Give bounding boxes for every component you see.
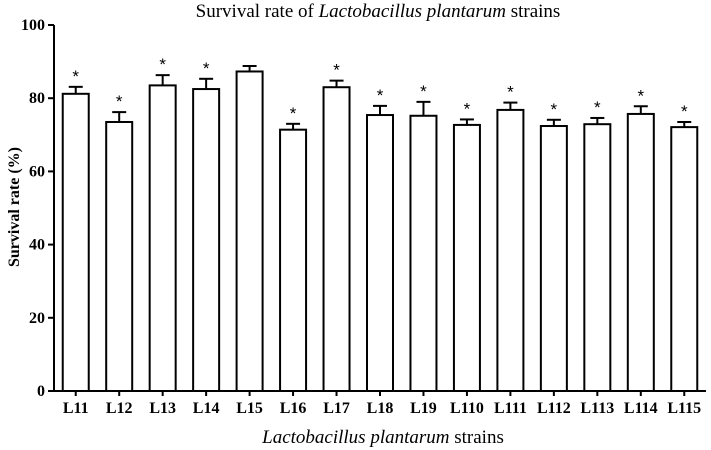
significance-star-L19: * [420,82,427,101]
y-tick-label: 40 [29,237,45,254]
x-tick-label-L15: L15 [236,400,263,417]
x-tick-label-L115: L115 [667,400,701,417]
bar-L113 [583,123,612,392]
significance-star-L113: * [594,98,601,117]
bar-L110 [452,123,481,392]
bar-L14 [192,88,221,393]
significance-star-L16: * [290,104,297,123]
significance-star-L110: * [464,99,471,118]
x-tick-label-L112: L112 [537,400,571,417]
bar-L11 [61,92,90,392]
significance-star-L13: * [159,55,166,74]
x-tick-label-L19: L19 [410,400,437,417]
x-tick-label-L114: L114 [624,400,658,417]
x-tick-label-L14: L14 [193,400,220,417]
x-axis: L11 L12 L13 L14 L15 L16 L17 L18 L19 L110 L111 L112 L… [54,390,706,417]
significance-star-L12: * [116,92,123,111]
x-tick-label-L12: L12 [106,400,133,417]
x-tick-label-L11: L11 [63,400,89,417]
x-tick-label-L113: L113 [580,400,614,417]
bar-L15 [235,70,264,393]
bar-L18 [366,114,394,392]
significance-star-L114: * [637,86,644,105]
x-axis-label: Lactobacillus plantarum strains [261,427,504,448]
bar-L19 [409,114,438,392]
y-tick-label: 80 [29,90,45,107]
x-tick-label-L17: L17 [323,400,350,417]
bar-L114 [626,112,655,393]
y-tick-label: 0 [37,383,45,400]
y-tick-label: 100 [21,17,45,34]
x-tick-label-L13: L13 [149,400,176,417]
significance-star-L112: * [551,100,558,119]
significance-star-L115: * [681,102,688,121]
bar-L17 [322,86,351,392]
x-tick-label-L18: L18 [367,400,394,417]
bar-L111 [496,108,525,393]
x-tick-label-L16: L16 [280,400,307,417]
x-tick-label-L110: L110 [450,400,484,417]
significance-star-L18: * [377,86,384,105]
bar-L112 [539,125,568,393]
significance-star-L11: * [72,67,79,86]
significance-star-L14: * [203,59,210,78]
bar-L13 [148,84,177,392]
y-tick-label: 60 [29,163,45,180]
bar-L16 [279,128,308,392]
bar-L115 [670,126,699,392]
significance-star-L111: * [507,83,514,102]
significance-star-L17: * [333,61,340,80]
y-axis-label: Survival rate (%) [6,147,23,267]
x-tick-label-L111: L111 [494,400,527,417]
y-axis: 0 20 40 60 80 100 [21,17,55,400]
plot-area: * * * * * * * * * * * * * * [61,55,699,393]
y-tick-label: 20 [29,310,45,327]
chart-title: Survival rate of Lactobacillus plantarum… [196,1,561,22]
bar-L12 [105,120,134,393]
